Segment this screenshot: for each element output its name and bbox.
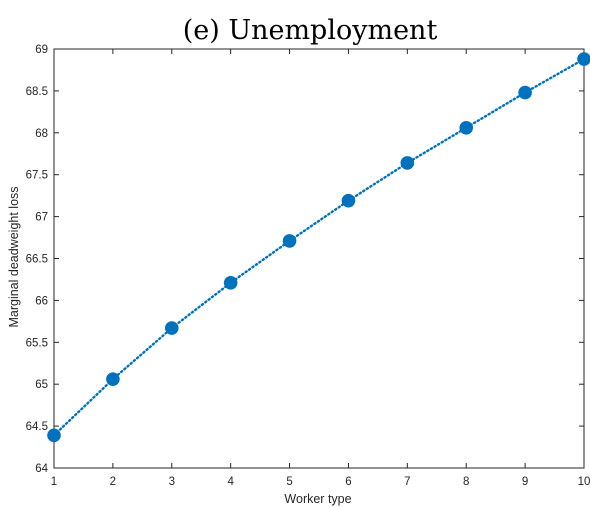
data-point-5	[282, 234, 297, 248]
y-tick-label-8: 68	[35, 128, 48, 140]
y-tick-label-5: 66.5	[26, 254, 48, 266]
data-point-2	[106, 372, 120, 386]
y-tick-label-2: 65	[35, 379, 48, 391]
y-tick-label-10: 69	[35, 44, 48, 56]
y-tick-label-1: 64.5	[26, 421, 48, 433]
data-point-6	[341, 193, 356, 208]
y-tick-label-6: 67	[35, 212, 48, 224]
x-tick-label-0: 1	[51, 476, 57, 488]
y-tick-label-0: 64	[35, 463, 48, 475]
chart-title: (e) Unemployment	[183, 15, 438, 46]
data-point-1	[47, 428, 61, 443]
x-tick-label-5: 6	[345, 476, 351, 488]
data-point-3	[164, 321, 179, 335]
plot-frame	[53, 48, 585, 469]
data-marks	[47, 52, 590, 443]
y-tick-label-4: 66	[35, 295, 48, 307]
series-line-0	[52, 57, 586, 437]
x-tick-label-7: 8	[463, 476, 469, 488]
data-point-9	[518, 85, 532, 100]
x-tick-label-6: 7	[404, 476, 410, 488]
x-tick-label-3: 4	[227, 476, 234, 488]
x-tick-label-9: 10	[578, 476, 590, 488]
data-point-8	[459, 120, 474, 135]
x-tick-label-8: 9	[522, 476, 528, 488]
y-tick-label-7: 67.5	[26, 170, 48, 182]
data-point-10	[577, 52, 590, 66]
x-tick-label-2: 3	[169, 476, 175, 488]
y-tick-label-3: 65.5	[26, 337, 48, 349]
y-tick-label-9: 68.5	[26, 86, 48, 98]
data-point-4	[223, 276, 238, 290]
data-point-7	[400, 156, 415, 170]
x-tick-label-1: 2	[110, 476, 116, 488]
x-axis-label: Worker type	[284, 492, 351, 506]
y-axis-label: Marginal deadweight loss	[7, 186, 21, 327]
x-tick-label-4: 5	[286, 476, 292, 488]
axes: 1 2 3 4 5 6 7 8 9 106464.56565.56666.56767.56868.…	[26, 44, 590, 488]
